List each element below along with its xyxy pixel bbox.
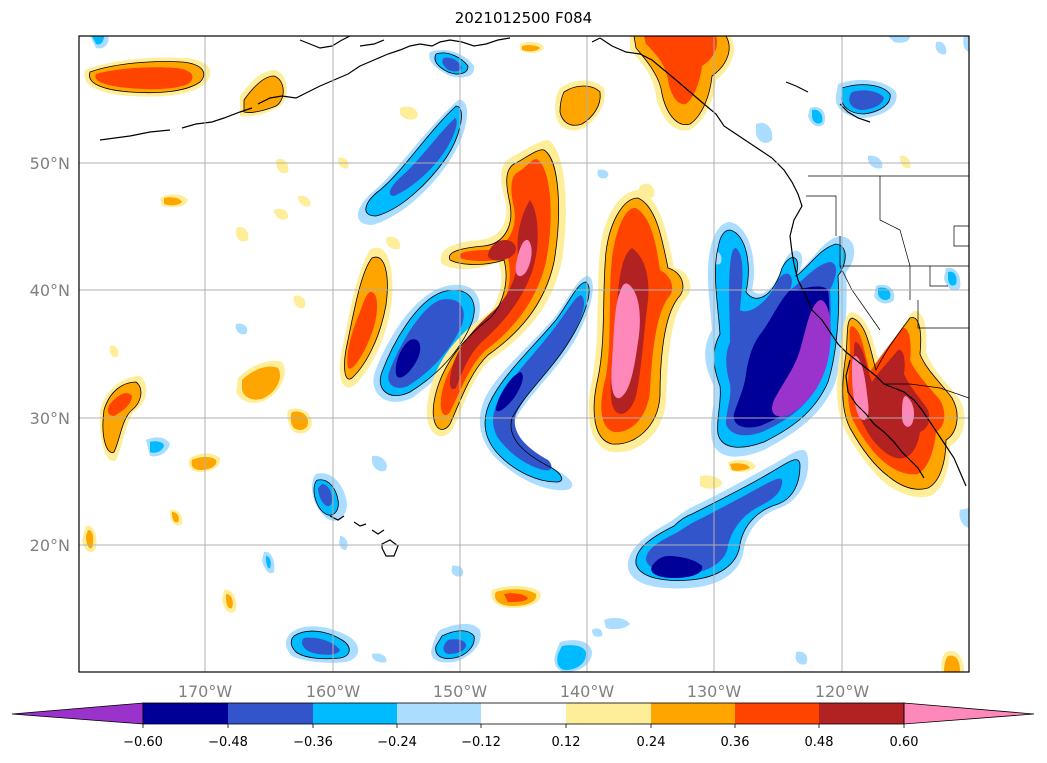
lon-label-130w: 130°W [687,682,742,701]
colorbar-tick-label: −0.48 [208,735,248,750]
colorbar-tick-label: −0.60 [123,735,163,750]
positive-band-west [339,247,393,388]
colorbar-bin [819,703,904,724]
colorbar: −0.60 −0.48 −0.36 −0.24 −0.12 0.12 0.24 … [11,702,1035,750]
colorbar-bin [566,703,651,724]
colorbar-bin [397,703,481,724]
colorbar-bin [651,703,735,724]
colorbar-bin [735,703,819,724]
colorbar-tick-label: −0.12 [461,735,501,750]
borders [806,175,969,399]
colorbar-tick-label: −0.24 [377,735,417,750]
lat-label-40: 40°N [30,281,70,300]
negative-band-north [357,99,468,225]
colorbar-bin [143,703,228,724]
gridlines [79,36,969,672]
positive-cell-land [836,311,965,498]
map-title: 2021012500 F084 [454,9,593,27]
lon-label-170w: 170°W [178,682,233,701]
lat-label-50: 50°N [30,154,70,173]
colorbar-frame [142,702,905,725]
lat-label-30: 30°N [30,409,70,428]
lat-labels: 50°N 40°N 30°N 20°N [30,154,70,555]
small-features [90,36,969,665]
colorbar-tick-label: 0.36 [721,735,750,750]
colorbar-extend-low [11,702,144,725]
colorbar-tick-label: −0.36 [293,735,333,750]
lon-label-140w: 140°W [560,682,615,701]
lat-label-20: 20°N [30,536,70,555]
colorbar-tick-label: 0.60 [890,735,919,750]
positive-band-center [426,140,566,437]
coastlines [99,36,967,557]
lon-labels: 170°W 160°W 150°W 140°W 130°W 120°W [178,682,870,701]
negative-band-west [373,284,480,402]
colorbar-bin [228,703,313,724]
colorbar-tick-label: 0.24 [637,735,666,750]
colorbar-tick-label: 0.12 [552,735,581,750]
anomaly-contours [82,36,969,672]
lon-label-150w: 150°W [433,682,488,701]
positive-band-east [588,190,691,453]
colorbar-bin [481,703,566,724]
lon-label-160w: 160°W [306,682,361,701]
colorbar-tick-label: 0.48 [805,735,834,750]
negative-cell-coast [705,222,855,457]
contour-lines [89,36,958,660]
map-frame [78,35,970,673]
lon-label-120w: 120°W [815,682,870,701]
negative-band-center [479,276,593,491]
colorbar-bin [313,703,397,724]
colorbar-ticks [142,724,905,728]
colorbar-extend-high [903,702,1035,725]
